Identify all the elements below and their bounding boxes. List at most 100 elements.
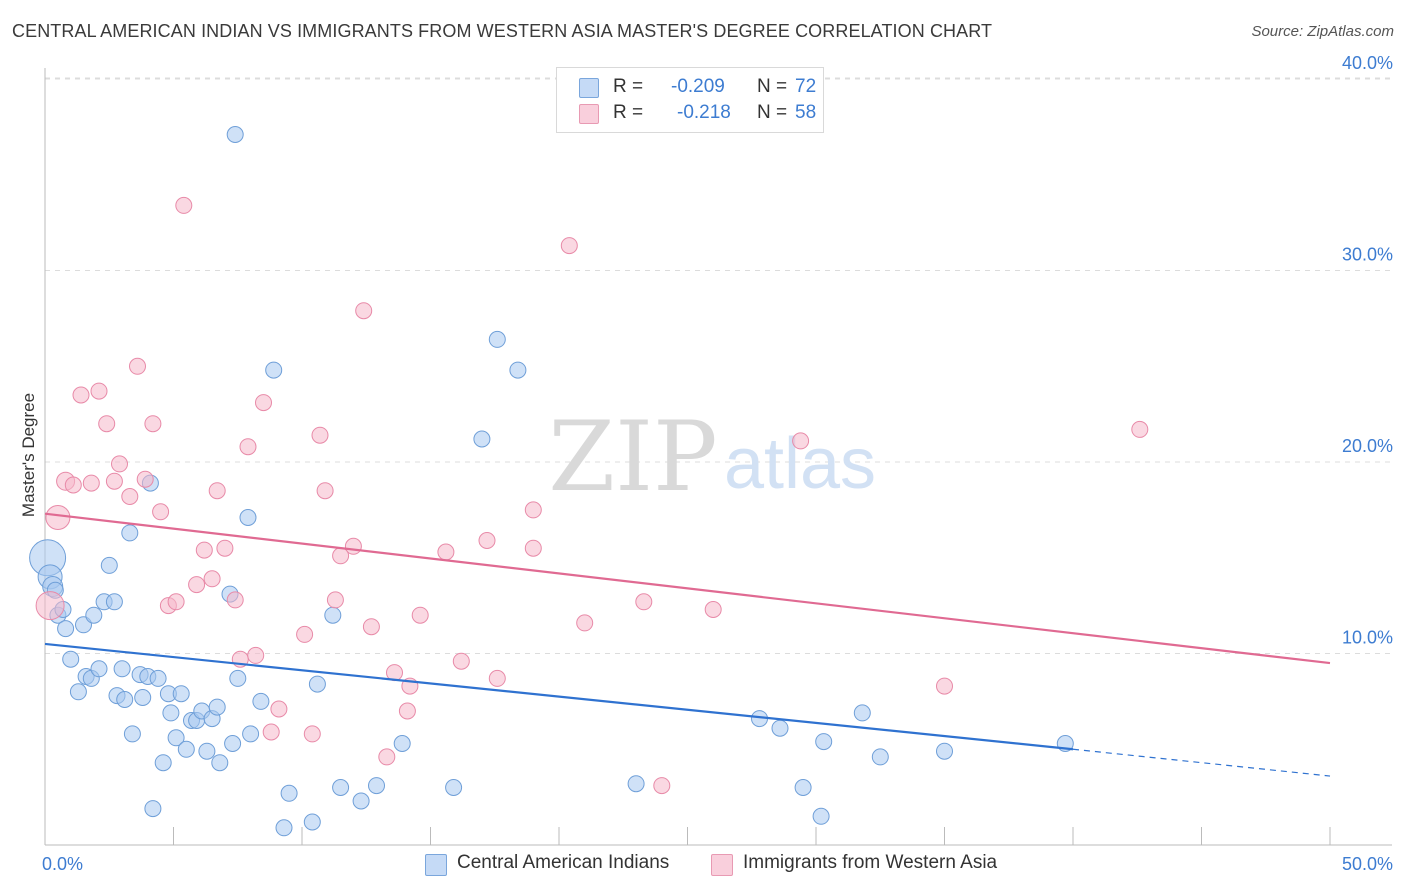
- trend-lines: [44, 512, 1331, 777]
- chart-title: CENTRAL AMERICAN INDIAN VS IMMIGRANTS FR…: [12, 21, 993, 41]
- trend-line-central-american-indians: [44, 642, 1074, 751]
- point-immigrants-western-asia: [111, 455, 128, 473]
- point-immigrants-western-asia: [270, 700, 288, 718]
- watermark-zip: ZIP: [548, 401, 717, 513]
- point-central-american-indians: [324, 606, 342, 624]
- point-immigrants-western-asia: [188, 576, 206, 594]
- point-immigrants-western-asia: [576, 614, 594, 632]
- point-immigrants-western-asia: [316, 482, 334, 500]
- point-central-american-indians: [100, 556, 118, 574]
- point-immigrants-western-asia: [226, 591, 244, 609]
- point-central-american-indians: [242, 725, 260, 743]
- x-tick-label: 50.0%: [1342, 854, 1393, 874]
- trend-line-immigrants-western-asia: [44, 512, 1331, 665]
- point-central-american-indians: [812, 807, 830, 825]
- point-immigrants-western-asia: [82, 474, 100, 492]
- point-immigrants-western-asia: [303, 725, 321, 743]
- point-central-american-indians: [229, 669, 247, 687]
- point-central-american-indians: [239, 509, 257, 526]
- point-immigrants-western-asia: [144, 415, 162, 433]
- point-immigrants-western-asia: [203, 570, 221, 588]
- point-central-american-indians: [627, 775, 645, 793]
- point-central-american-indians: [393, 735, 411, 752]
- data-points: [29, 126, 1149, 837]
- point-central-american-indians: [162, 704, 180, 722]
- point-central-american-indians: [509, 361, 527, 379]
- gridlines: [45, 77, 1392, 654]
- point-immigrants-western-asia: [296, 625, 314, 643]
- series-swatch: [711, 854, 733, 876]
- point-immigrants-western-asia: [255, 394, 272, 412]
- y-tick-label: 30.0%: [1342, 245, 1393, 265]
- point-central-american-indians: [275, 819, 293, 837]
- point-immigrants-western-asia: [72, 386, 90, 404]
- y-axis-label: Master's Degree: [19, 393, 38, 517]
- point-immigrants-western-asia: [344, 537, 362, 555]
- point-immigrants-western-asia: [208, 482, 226, 500]
- legend-label: Immigrants from Western Asia: [743, 852, 998, 873]
- point-central-american-indians: [303, 813, 321, 831]
- trend-line-extension: [1072, 748, 1331, 777]
- r-label: R =: [613, 76, 644, 97]
- point-central-american-indians: [167, 729, 185, 747]
- point-immigrants-western-asia: [35, 591, 65, 621]
- point-immigrants-western-asia: [262, 723, 280, 741]
- point-central-american-indians: [226, 126, 244, 143]
- tick-labels: 10.0% 20.0% 30.0% 40.0% 0.0% 50.0%: [42, 53, 1393, 874]
- point-central-american-indians: [113, 660, 131, 678]
- point-central-american-indians: [280, 784, 298, 802]
- point-immigrants-western-asia: [478, 532, 496, 549]
- r-value: -0.209: [671, 76, 725, 97]
- axes: [44, 68, 1392, 846]
- point-immigrants-western-asia: [175, 196, 193, 214]
- point-central-american-indians: [62, 650, 80, 668]
- point-central-american-indians: [134, 689, 152, 706]
- point-immigrants-western-asia: [452, 652, 470, 670]
- point-immigrants-western-asia: [524, 501, 542, 519]
- point-central-american-indians: [85, 606, 103, 624]
- y-tick-label: 40.0%: [1342, 53, 1393, 73]
- point-central-american-indians: [252, 692, 270, 710]
- point-immigrants-western-asia: [792, 432, 810, 450]
- series-swatch: [579, 78, 599, 98]
- point-immigrants-western-asia: [129, 357, 146, 375]
- point-central-american-indians: [90, 660, 108, 678]
- n-value: 72: [795, 76, 817, 97]
- point-immigrants-western-asia: [398, 702, 416, 720]
- r-label: R =: [613, 102, 644, 123]
- point-immigrants-western-asia: [98, 415, 116, 433]
- point-central-american-indians: [352, 792, 370, 810]
- n-label: N =: [757, 76, 788, 97]
- watermark: ZIP atlas: [548, 401, 876, 513]
- point-central-american-indians: [105, 593, 123, 611]
- stats-legend: R = -0.209 N = 72 R = -0.218 N = 58: [556, 67, 824, 133]
- point-immigrants-western-asia: [437, 543, 455, 561]
- point-central-american-indians: [308, 675, 326, 693]
- point-immigrants-western-asia: [195, 541, 213, 559]
- source-label: Source: ZipAtlas.com: [1251, 23, 1394, 40]
- point-immigrants-western-asia: [488, 669, 506, 687]
- point-central-american-indians: [121, 524, 139, 542]
- series-swatch: [579, 104, 599, 124]
- point-immigrants-western-asia: [90, 382, 108, 400]
- point-central-american-indians: [332, 779, 350, 796]
- point-central-american-indians: [211, 754, 229, 772]
- point-central-american-indians: [154, 754, 172, 772]
- y-tick-label: 10.0%: [1342, 628, 1393, 648]
- point-immigrants-western-asia: [216, 539, 234, 557]
- point-immigrants-western-asia: [635, 593, 653, 611]
- point-central-american-indians: [123, 725, 141, 743]
- point-central-american-indians: [871, 748, 889, 766]
- point-immigrants-western-asia: [311, 426, 329, 444]
- point-central-american-indians: [473, 430, 491, 448]
- point-central-american-indians: [149, 669, 167, 687]
- point-central-american-indians: [794, 779, 812, 796]
- point-immigrants-western-asia: [411, 606, 429, 624]
- point-central-american-indians: [265, 361, 283, 379]
- point-immigrants-western-asia: [378, 748, 396, 766]
- point-immigrants-western-asia: [167, 593, 185, 611]
- n-value: 58: [795, 102, 817, 123]
- point-central-american-indians: [198, 742, 216, 760]
- point-immigrants-western-asia: [105, 472, 123, 490]
